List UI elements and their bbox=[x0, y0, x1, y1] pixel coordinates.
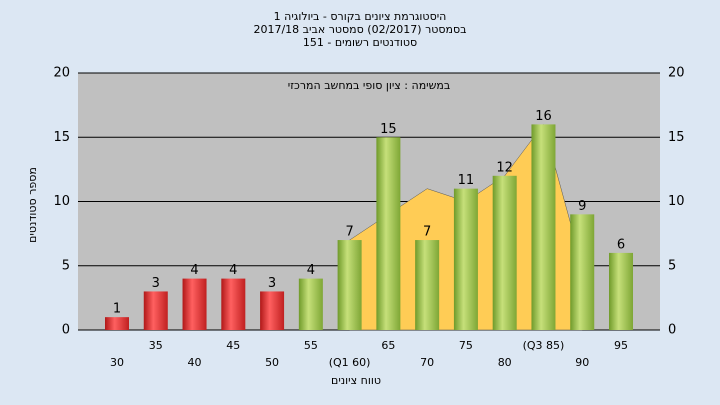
value-label: 4 bbox=[307, 263, 315, 278]
y-tick-label: 20 bbox=[53, 66, 70, 81]
value-label: 7 bbox=[423, 225, 431, 240]
y-tick-label: 10 bbox=[53, 194, 70, 209]
value-label: 4 bbox=[190, 263, 198, 278]
value-label: 3 bbox=[268, 276, 276, 291]
value-label: 16 bbox=[535, 109, 552, 124]
bar bbox=[570, 214, 595, 330]
y2-tick-label: 15 bbox=[668, 130, 685, 145]
value-label: 15 bbox=[380, 122, 397, 137]
bar bbox=[453, 188, 478, 330]
bar bbox=[492, 175, 517, 330]
bar bbox=[609, 252, 633, 330]
chart-title: סטודנטים רשומים - 151 bbox=[303, 36, 417, 49]
x-tick-label: 50 bbox=[265, 356, 279, 369]
x-tick-label: 40 bbox=[188, 356, 202, 369]
value-label: 9 bbox=[578, 199, 586, 214]
x-tick-label: 75 bbox=[459, 339, 473, 352]
bar bbox=[182, 278, 207, 330]
x-tick-label: (Q3 85) bbox=[523, 339, 565, 352]
x-tick-label: 65 bbox=[381, 339, 395, 352]
value-label: 1 bbox=[113, 302, 121, 317]
x-tick-label: 95 bbox=[614, 339, 628, 352]
x-axis-label: טווח ציונים bbox=[331, 374, 381, 387]
y-axis-label: מספר סטודנטים bbox=[26, 167, 39, 243]
y-tick-label: 15 bbox=[53, 130, 70, 145]
value-label: 4 bbox=[229, 263, 237, 278]
x-tick-label: 55 bbox=[304, 339, 318, 352]
y2-tick-label: 20 bbox=[668, 66, 685, 81]
x-tick-label: 45 bbox=[226, 339, 240, 352]
bar bbox=[260, 291, 285, 330]
chart-title: בסמסטר (02/2017) סמסטר אביב 2017/18 bbox=[253, 23, 466, 36]
chart-subtitle: במשימה : ציון סופי במחשב המרכזי bbox=[288, 79, 451, 92]
bar bbox=[376, 137, 401, 330]
x-tick-label: 80 bbox=[498, 356, 512, 369]
y2-tick-label: 0 bbox=[668, 323, 676, 338]
bar bbox=[415, 240, 440, 330]
bar bbox=[105, 317, 129, 330]
value-label: 11 bbox=[458, 173, 475, 188]
bar bbox=[221, 278, 246, 330]
bar bbox=[143, 291, 168, 330]
bar bbox=[298, 278, 323, 330]
y-tick-label: 5 bbox=[62, 258, 70, 273]
chart-title: היסטוגרמת ציונים בקורס - ביולוגיה 1 bbox=[274, 10, 447, 23]
x-tick-label: (Q1 60) bbox=[329, 356, 371, 369]
bar bbox=[337, 240, 362, 330]
value-label: 3 bbox=[152, 276, 160, 291]
value-label: 12 bbox=[496, 160, 513, 175]
x-tick-label: 35 bbox=[149, 339, 163, 352]
value-label: 7 bbox=[345, 225, 353, 240]
x-tick-label: 30 bbox=[110, 356, 124, 369]
bar bbox=[531, 124, 556, 331]
x-tick-label: 90 bbox=[575, 356, 589, 369]
y2-tick-label: 10 bbox=[668, 194, 685, 209]
y2-tick-label: 5 bbox=[668, 258, 676, 273]
x-tick-label: 70 bbox=[420, 356, 434, 369]
value-label: 6 bbox=[617, 237, 625, 252]
y-tick-label: 0 bbox=[62, 323, 70, 338]
